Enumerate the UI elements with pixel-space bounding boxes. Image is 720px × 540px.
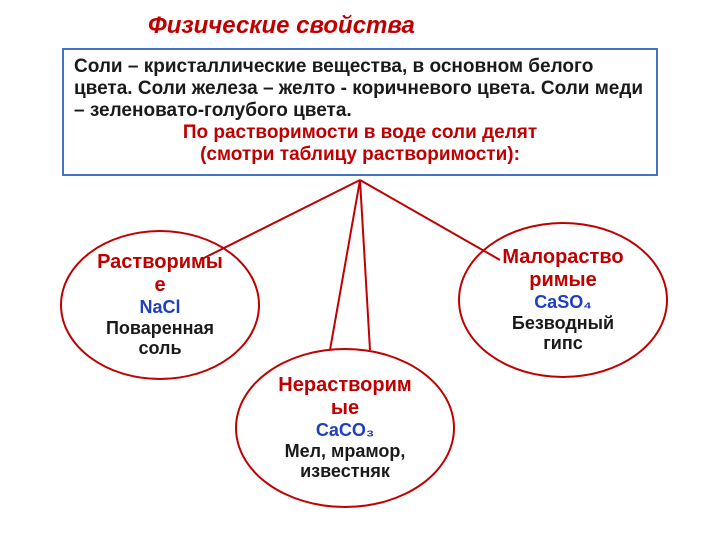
- bubble-slight-formula: CaSO₄: [534, 292, 592, 313]
- bubble-soluble-title-1: Растворимы: [97, 251, 223, 274]
- bubble-slight-example-2: гипс: [543, 333, 582, 354]
- bubble-slight-title-1: Малораство: [502, 246, 623, 269]
- bubble-soluble-formula: NaCl: [139, 297, 180, 318]
- bubble-soluble: Растворимы е NaCl Поваренная соль: [60, 230, 260, 380]
- bubble-insoluble-example-1: Мел, мрамор,: [285, 441, 406, 462]
- bubble-soluble-example-2: соль: [138, 338, 181, 359]
- bubble-soluble-title-2: е: [154, 274, 165, 297]
- bubble-insoluble-example-2: известняк: [300, 461, 390, 482]
- bubble-slight-title-2: римые: [529, 269, 597, 292]
- bubble-insoluble-formula: CaCO₃: [316, 420, 374, 441]
- bubble-soluble-example-1: Поваренная: [106, 318, 214, 339]
- slide-stage: Физические свойства Соли – кристаллическ…: [0, 0, 720, 540]
- bubble-slight-example-1: Безводный: [512, 313, 614, 334]
- bubble-insoluble: Нерастворим ые CaCO₃ Мел, мрамор, извест…: [235, 348, 455, 508]
- bubble-insoluble-title-1: Нерастворим: [278, 374, 411, 397]
- bubble-insoluble-title-2: ые: [331, 397, 359, 420]
- bubble-slightly-soluble: Малораство римые CaSO₄ Безводный гипс: [458, 222, 668, 378]
